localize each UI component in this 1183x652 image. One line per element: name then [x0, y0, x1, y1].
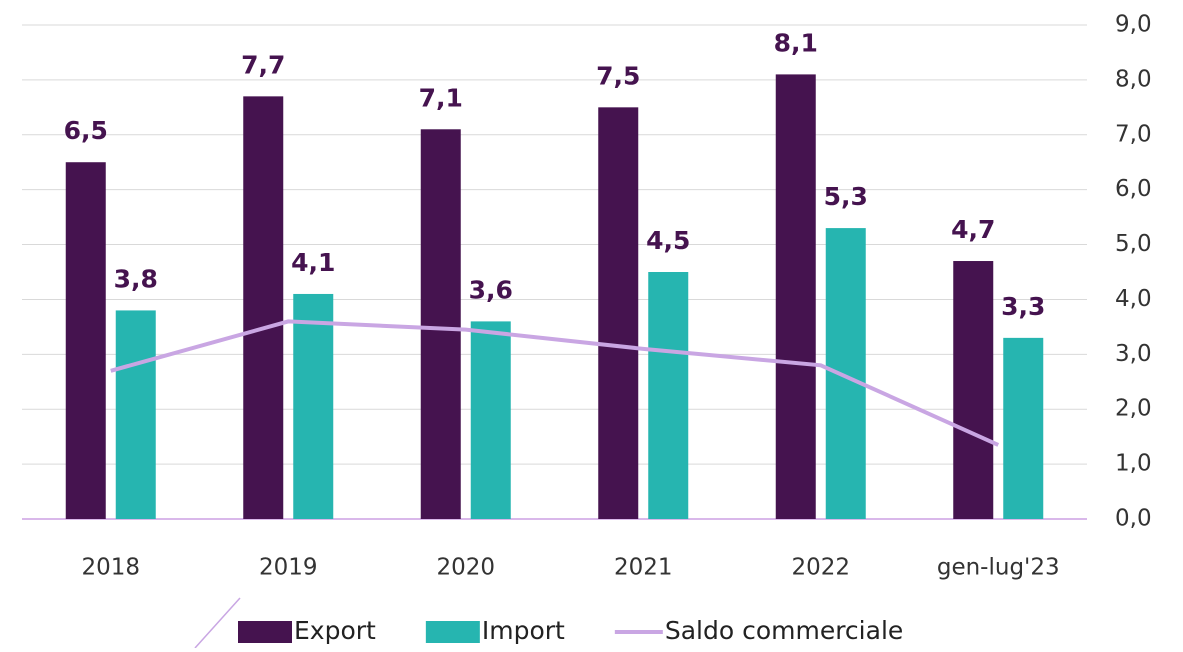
value-label: 4,1 [291, 248, 335, 277]
x-tick-label: 2022 [791, 555, 850, 581]
bar [598, 107, 639, 519]
line [110, 319, 1000, 447]
legend-label: Saldo commerciale [665, 616, 903, 645]
value-label: 5,3 [824, 182, 868, 211]
bar [648, 272, 689, 519]
y-tick-label: 3,0 [1115, 341, 1152, 367]
bar [775, 74, 816, 520]
y-tick-label: 4,0 [1115, 286, 1152, 312]
value-label: 4,5 [646, 226, 690, 255]
bar [470, 321, 511, 519]
legend-swatch [425, 621, 480, 643]
bar [953, 261, 994, 519]
x-tick-label: gen-lug'23 [937, 555, 1060, 581]
decoration [194, 597, 241, 649]
y-tick-label: 0,0 [1115, 506, 1152, 532]
x-tick-label: 2019 [259, 555, 318, 581]
bar [243, 96, 284, 519]
bar [1003, 337, 1044, 519]
value-label: 3,8 [114, 264, 158, 293]
value-label: 7,5 [596, 61, 640, 90]
bar [115, 310, 156, 519]
x-tick-label: 2018 [81, 555, 140, 581]
value-label: 8,1 [774, 28, 818, 57]
x-tick-label: 2020 [436, 555, 495, 581]
y-tick-label: 5,0 [1115, 231, 1152, 257]
y-tick-label: 7,0 [1115, 121, 1152, 147]
x-tick-label: 2021 [614, 555, 673, 581]
value-label: 7,1 [419, 83, 463, 112]
y-tick-label: 2,0 [1115, 396, 1152, 422]
bar [65, 162, 106, 519]
value-label: 4,7 [951, 215, 995, 244]
value-label: 6,5 [64, 116, 108, 145]
bar [825, 228, 866, 520]
bar [420, 129, 461, 520]
value-label: 7,7 [241, 50, 285, 79]
legend-swatch [238, 621, 292, 643]
value-label: 3,6 [469, 275, 513, 304]
legend-label: Import [482, 616, 565, 645]
bar [293, 293, 334, 519]
y-tick-label: 9,0 [1115, 12, 1152, 38]
y-tick-label: 1,0 [1115, 451, 1152, 477]
y-tick-label: 8,0 [1115, 66, 1152, 92]
value-label: 3,3 [1001, 292, 1045, 321]
legend-label: Export [294, 616, 376, 645]
y-tick-label: 6,0 [1115, 176, 1152, 202]
